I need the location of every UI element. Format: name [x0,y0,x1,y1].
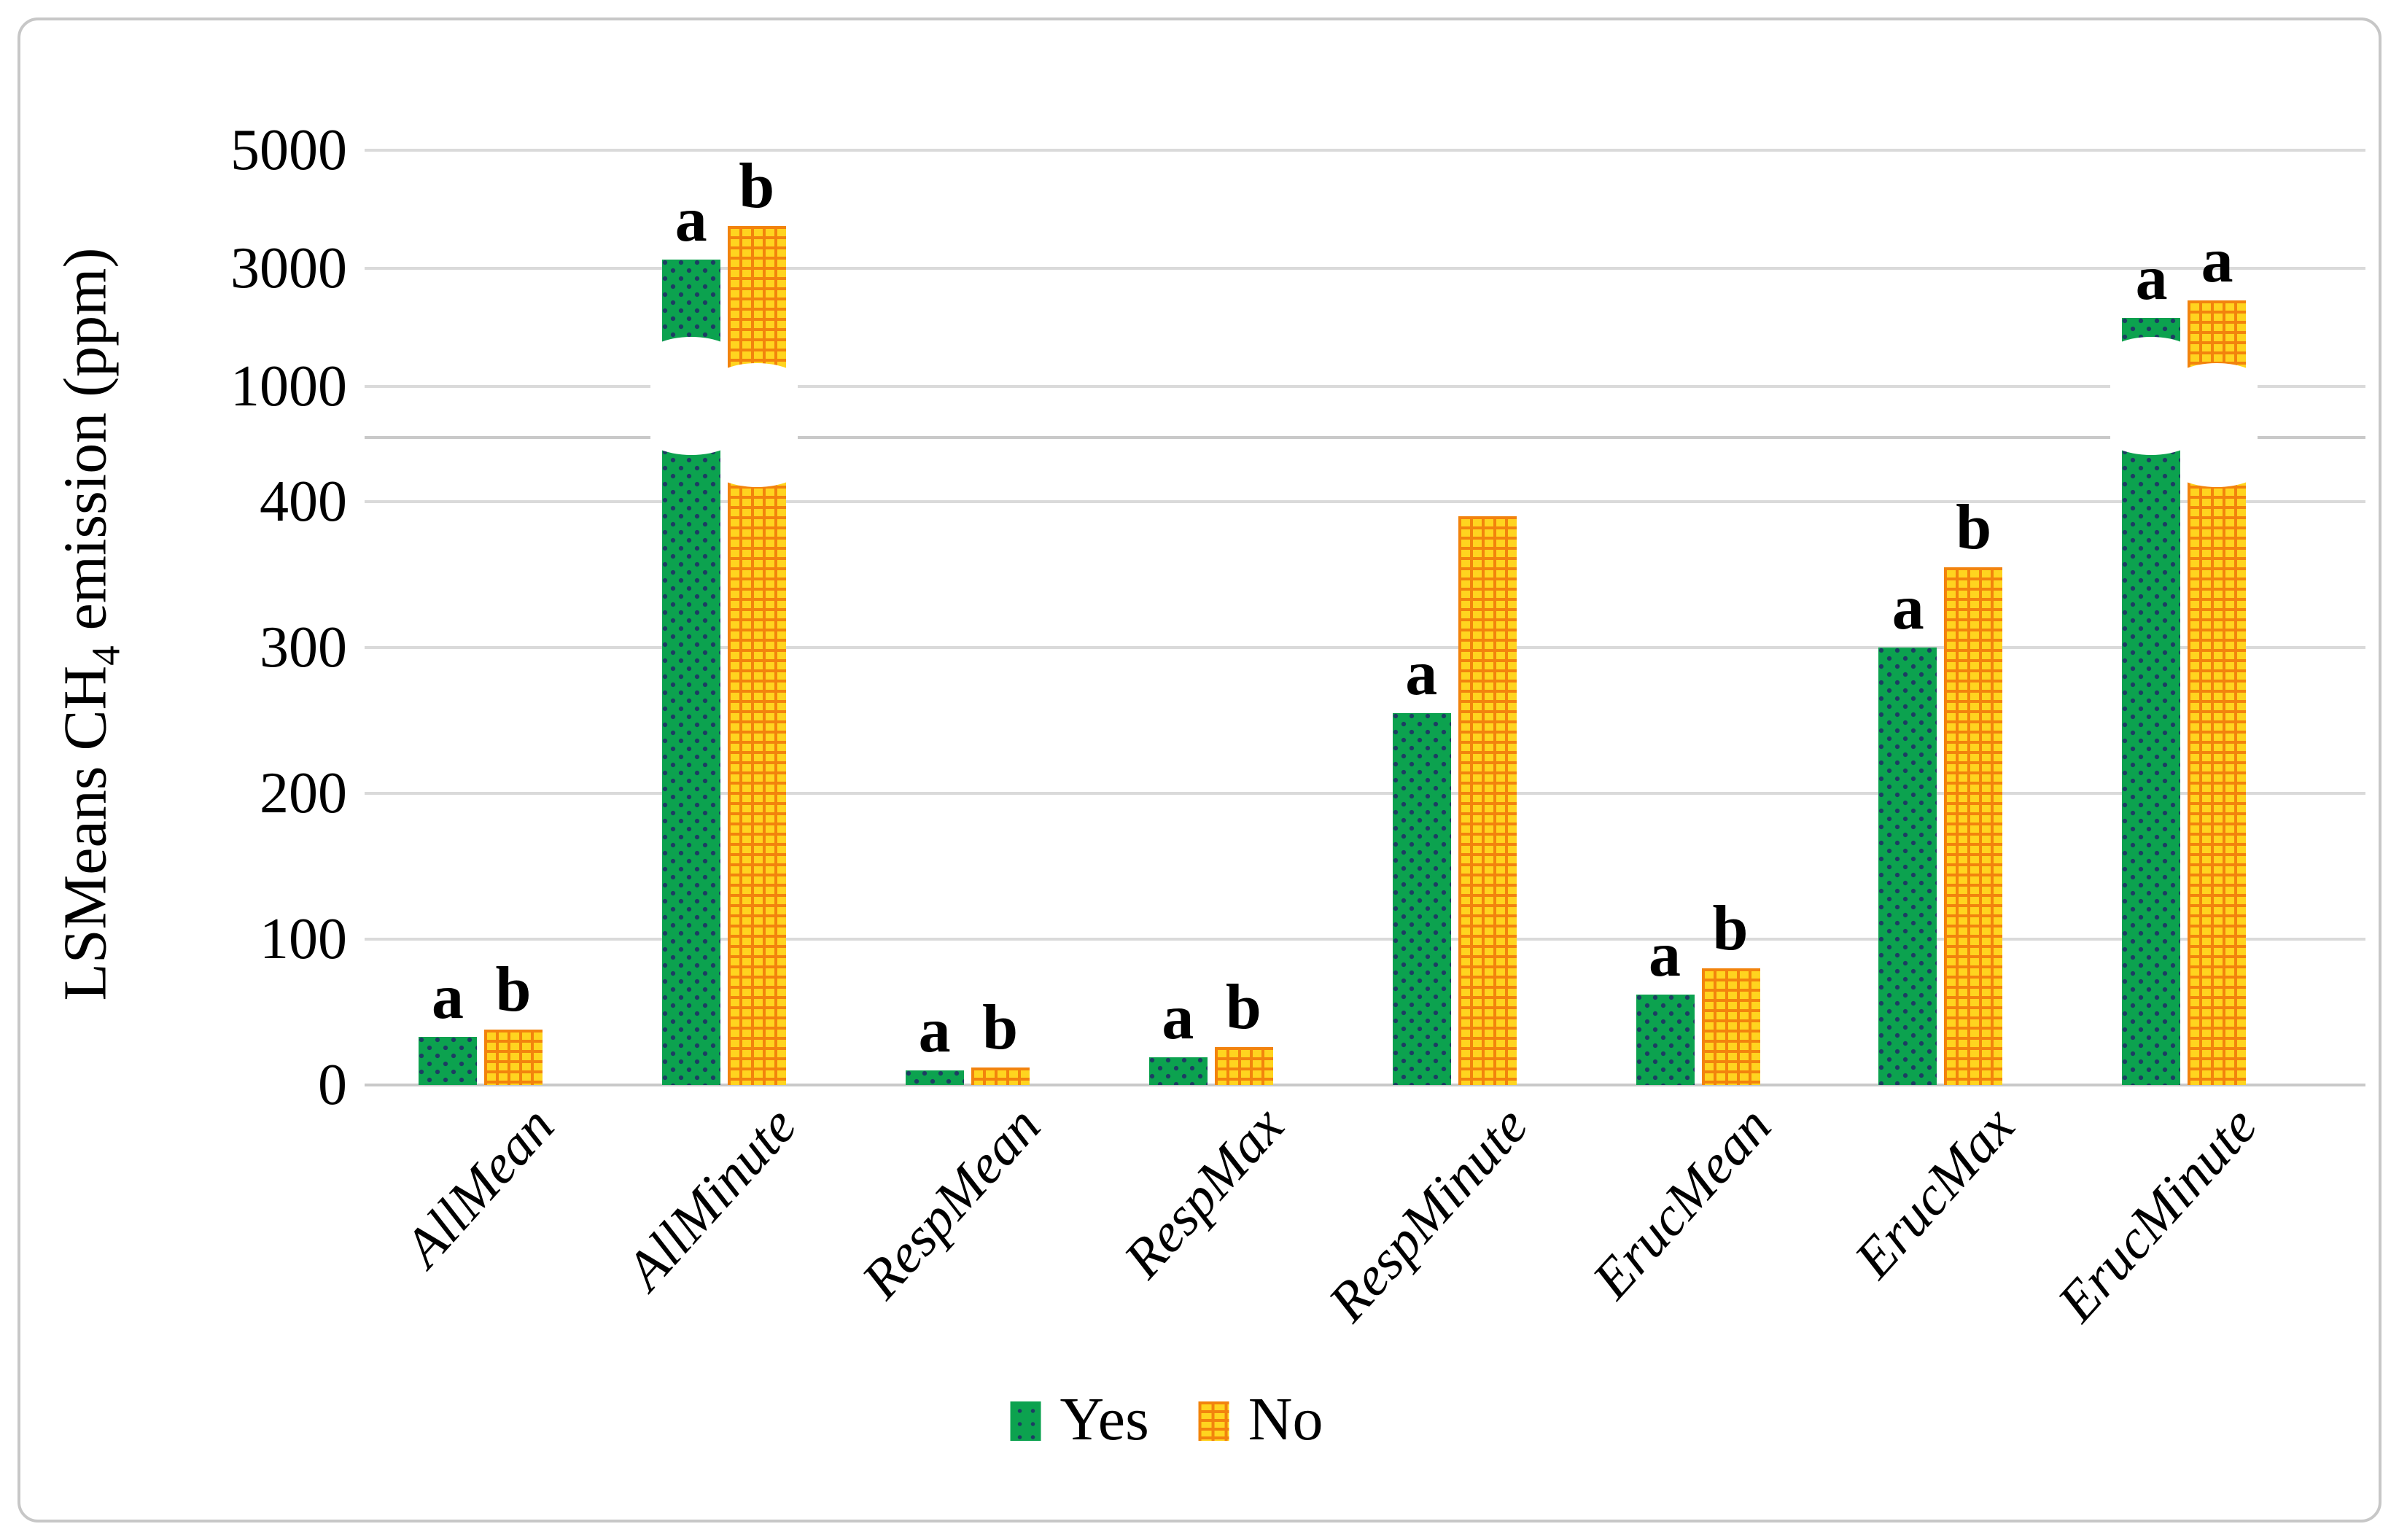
legend-label-yes: Yes [1059,1387,1149,1454]
bar-yes-AllMinute-upper-segment [661,259,720,359]
significance-letter-yes-ErucMax: a [1891,572,1924,643]
significance-letter-no-ErucMean: b [1712,892,1749,964]
significance-letter-yes-RespMinute: a [1405,637,1438,709]
bar-yes-AllMinute-lower-segment [661,433,720,1085]
significance-letter-no-AllMinute: b [739,150,775,222]
legend-label-no: No [1248,1387,1323,1454]
legend: Yes No [1010,1385,1323,1455]
y-axis-title-text-2: emission (ppm) [53,247,120,646]
bar-yes-RespMax [1148,1057,1208,1085]
significance-letter-yes-ErucMinute: a [2135,242,2168,314]
significance-letter-yes-AllMinute: a [674,183,707,255]
axis-break-wave [727,465,786,487]
x-axis-label-ErucMinute: ErucMinute [2047,1095,2270,1334]
significance-letter-yes-ErucMean: a [1649,919,1681,990]
gridline-upper-3000 [365,266,2365,270]
x-axis-label-RespMax: RespMax [1112,1095,1296,1291]
x-axis-label-AllMinute: AllMinute [615,1095,809,1302]
y-tick-label-5000: 5000 [230,116,347,182]
bar-no-RespMinute [1458,516,1517,1085]
bar-no-ErucMax [1944,567,2003,1085]
y-tick-label-3000: 3000 [230,234,347,300]
gridline-lower-400 [365,500,2365,503]
bar-no-ErucMinute-lower-segment [2188,465,2247,1085]
y-tick-label-400: 400 [260,468,347,534]
legend-swatch-no-icon [1198,1401,1229,1440]
bar-yes-ErucMinute-lower-segment [2122,433,2181,1085]
axis-break-wave [727,362,786,385]
bar-yes-AllMean [419,1037,477,1085]
axis-break-wave [661,336,720,359]
gridline-lower-0 [365,1084,2365,1086]
x-axis-label-ErucMean: ErucMean [1580,1095,1783,1311]
axis-break-wave [661,433,720,455]
axis-break-boundary-line [365,436,2365,439]
significance-letter-yes-RespMax: a [1162,981,1194,1053]
y-tick-label-1000: 1000 [230,353,347,419]
gridline-lower-200 [365,792,2365,795]
y-tick-label-300: 300 [260,614,347,680]
legend-item-no: No [1198,1385,1323,1455]
axis-break-wave [2188,465,2247,487]
gridline-lower-100 [365,938,2365,941]
x-axis-label-ErucMax: ErucMax [1843,1095,2026,1291]
significance-letter-no-AllMean: b [495,954,532,1025]
bar-no-RespMax [1214,1047,1273,1085]
x-axis-label-AllMean: AllMean [392,1095,566,1279]
gridline-lower-300 [365,646,2365,649]
chart-border [18,18,2381,1522]
bar-yes-RespMinute [1392,713,1451,1085]
gridline-upper-1000 [365,385,2365,389]
gridline-upper-5000 [365,148,2365,151]
bar-no-RespMean [971,1068,1030,1085]
bar-yes-ErucMinute-upper-segment [2122,318,2181,359]
y-tick-label-100: 100 [260,906,347,971]
significance-letter-yes-RespMean: a [918,995,951,1066]
axis-break-wave [2122,433,2181,455]
axis-break-wave [2122,336,2181,359]
bar-no-AllMean [484,1030,543,1085]
bar-no-AllMinute-lower-segment [727,465,786,1085]
bar-yes-RespMean [905,1070,964,1085]
y-tick-label-200: 200 [260,760,347,825]
x-axis-label-RespMinute: RespMinute [1316,1095,1540,1334]
significance-letter-yes-AllMean: a [432,961,464,1032]
bar-no-ErucMean [1701,968,1760,1085]
legend-item-yes: Yes [1010,1385,1149,1455]
axis-break-wave [2188,362,2247,385]
significance-letter-no-RespMean: b [982,992,1019,1063]
significance-letter-no-RespMax: b [1225,971,1261,1043]
bar-yes-ErucMean [1636,995,1694,1085]
significance-letter-no-ErucMinute: a [2201,225,2233,297]
bar-no-AllMinute-upper-segment [727,226,786,385]
significance-letter-no-ErucMax: b [1956,491,1992,563]
bar-no-ErucMinute-upper-segment [2188,300,2247,385]
bar-yes-ErucMax [1878,648,1937,1085]
legend-swatch-yes-icon [1010,1401,1041,1440]
x-axis-label-RespMean: RespMean [850,1095,1053,1311]
y-tick-label-0: 0 [318,1051,347,1117]
